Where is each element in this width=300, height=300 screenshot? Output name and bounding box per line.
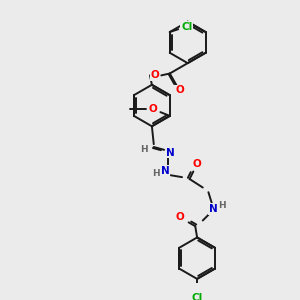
- Text: O: O: [176, 212, 184, 222]
- Text: O: O: [150, 70, 159, 80]
- Text: N: N: [209, 204, 218, 214]
- Text: O: O: [193, 159, 202, 169]
- Text: H: H: [218, 201, 225, 210]
- Text: N: N: [167, 148, 175, 158]
- Text: O: O: [148, 104, 157, 114]
- Text: N: N: [161, 166, 170, 176]
- Text: H: H: [152, 169, 160, 178]
- Text: O: O: [176, 85, 184, 95]
- Text: Cl: Cl: [181, 22, 192, 32]
- Text: Cl: Cl: [191, 293, 203, 300]
- Text: H: H: [140, 145, 148, 154]
